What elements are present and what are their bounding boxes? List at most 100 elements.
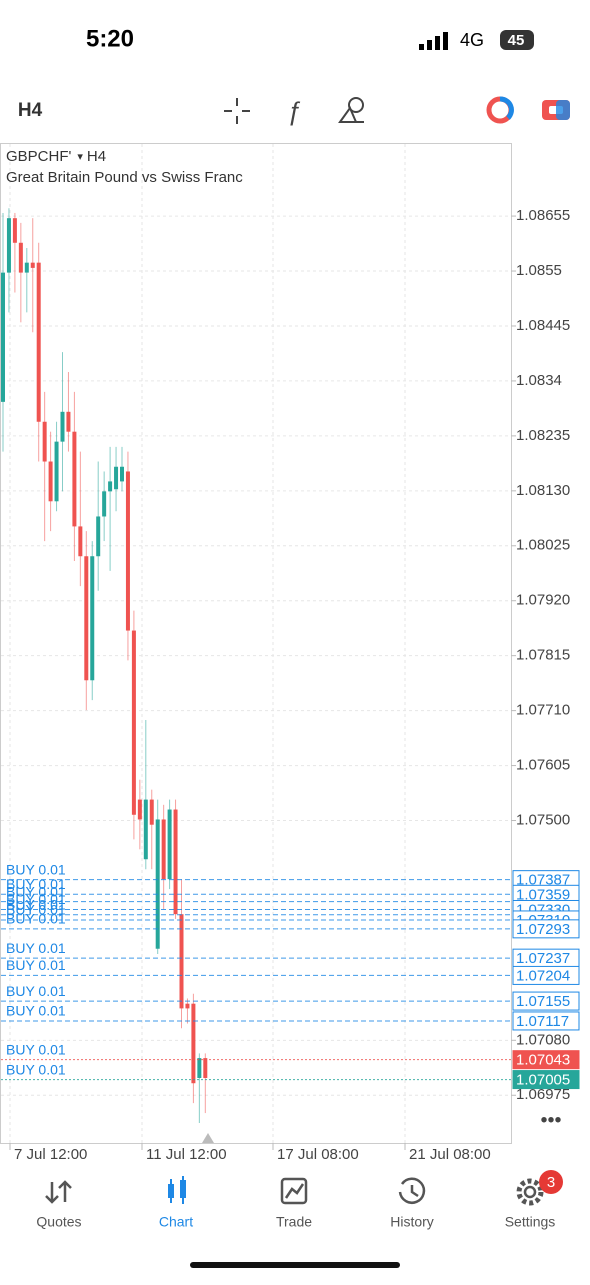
candle-body [167,809,172,880]
candle-body [197,1058,202,1078]
trade-icon [280,1177,308,1205]
y-tick-label: 1.08025 [516,537,570,554]
chart-description: Great Britain Pound vs Swiss Franc [6,169,243,186]
chart-frame [0,143,512,1144]
time: 5:20 [86,25,134,52]
candle-body [72,431,77,527]
nav-tab[interactable]: Trade [276,1214,312,1230]
candle-body [90,556,95,681]
order-label[interactable]: BUY 0.01 [6,1041,66,1057]
price-box-label: 1.07204 [516,967,570,984]
y-tick-label: 1.08445 [516,317,570,334]
candle-body [48,461,53,502]
candle-body [161,819,166,880]
candle-body [60,411,65,442]
order-label[interactable]: BUY 0.01 [6,902,66,918]
nav-tab[interactable]: History [390,1214,434,1230]
y-tick-label: 1.07500 [516,811,570,828]
price-box-label: 1.07387 [516,872,570,889]
candle-body [173,809,178,915]
x-tick-label: 21 Jul 08:00 [409,1146,491,1163]
candle-body [143,799,148,860]
price-box [512,1011,580,1031]
candle-body [18,242,23,273]
y-tick-label: 1.0834 [516,372,562,389]
candle-body [203,1058,208,1078]
settings-icon [516,1178,544,1206]
bottom-nav: Quotes Chart Trade History Settings [36,1214,555,1230]
y-tick-label: 1.07920 [516,592,570,609]
order-label[interactable]: BUY 0.01 [6,876,66,892]
candle-body [108,481,113,492]
dropdown[interactable]: ▾ [77,151,83,163]
price-box [512,1070,580,1090]
y-tick-label: 1.0855 [516,262,562,279]
price-box-label: 1.07043 [516,1052,570,1069]
candle-body [185,1003,190,1009]
symbol: GBPCHF' [6,148,72,165]
objects-button[interactable] [338,97,364,123]
candle-body [36,262,41,422]
order-label[interactable]: BUY 0.01 [6,911,66,927]
y-tick-label: 1.08235 [516,427,570,444]
price-box-label: 1.07005 [516,1072,570,1089]
trade-signal-button[interactable] [486,96,514,124]
price-box [512,1050,580,1070]
candle-body [96,516,101,557]
price-box-label: 1.07237 [516,950,570,967]
candle-body [54,441,59,502]
candle-body [125,471,130,631]
candle-body [6,218,11,273]
candle-body [155,819,160,949]
candle-body [120,466,124,482]
battery [500,30,534,50]
order-label[interactable]: BUY 0.01 [6,957,66,973]
chart-icon [168,1176,186,1204]
y-tick-label: 1.08655 [516,207,570,224]
indicators-button[interactable]: ƒ [287,96,301,126]
nav-tab[interactable]: Settings [505,1214,556,1230]
more-button[interactable]: ••• [540,1109,561,1131]
nav-tab[interactable]: Quotes [36,1214,81,1230]
candle-body [42,421,47,462]
candle-body [84,556,89,681]
candle-body [137,799,142,820]
candle-body [24,262,29,273]
order-label[interactable]: BUY 0.01 [6,1003,66,1019]
candle-body [191,1003,196,1084]
candle-body [114,466,119,490]
y-tick-label: 1.08130 [516,482,570,499]
scroll-marker [202,1133,214,1143]
candle-body [66,411,71,432]
order-label[interactable]: BUY 0.01 [6,891,66,907]
price-box-label: 1.07117 [516,1013,569,1030]
order-label[interactable]: BUY 0.01 [6,1061,66,1077]
order-label[interactable]: BUY 0.01 [6,861,66,877]
chart-symbol: GBPCHF' ▾ H4 [6,148,106,165]
network: 4G [460,30,484,50]
price-box-label: 1.07155 [516,993,570,1010]
badge-count: 3 [547,1174,555,1191]
candle-body [12,218,17,243]
history-icon [398,1177,426,1204]
order-label[interactable]: BUY 0.01 [6,940,66,956]
signal [419,32,448,50]
nav-tab[interactable]: Chart [159,1214,193,1230]
price-box [512,965,580,985]
order-label[interactable]: BUY 0.01 [6,896,66,912]
chart-timeframe: H4 [87,148,106,165]
timeframe-button[interactable]: H4 [18,100,43,121]
price-box-label: 1.07293 [516,921,570,938]
order-label[interactable]: BUY 0.01 [6,983,66,999]
price-box [512,991,580,1011]
crosshair-button[interactable] [224,98,250,124]
badge [539,1170,563,1194]
home-indicator [190,1262,400,1268]
candle-body [179,914,184,1009]
quotes-icon [45,1180,72,1204]
plot [1,144,516,1150]
one-click-button[interactable] [542,100,570,120]
order-label[interactable]: BUY 0.01 [6,883,66,899]
